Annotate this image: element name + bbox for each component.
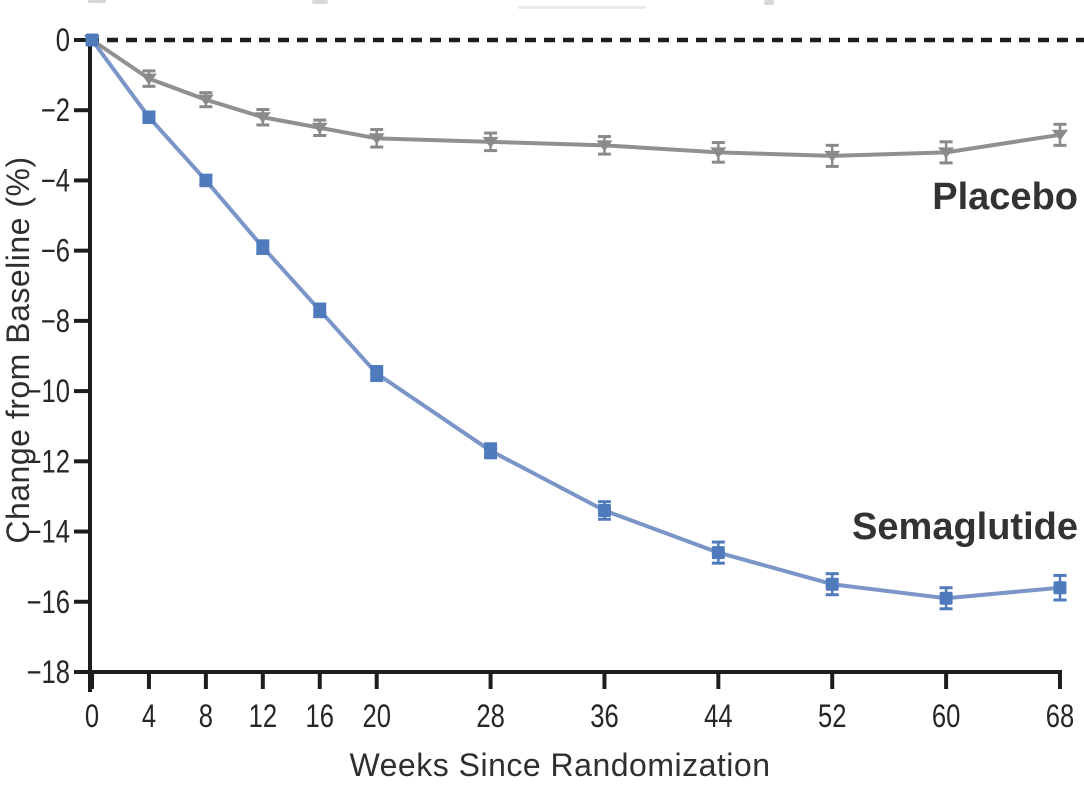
- data-point-marker-semaglutide: [85, 33, 99, 47]
- x-tick-label: 28: [476, 699, 504, 734]
- y-tick-label: −6: [41, 234, 70, 269]
- data-point-marker-placebo: [197, 94, 214, 106]
- x-axis-title: Weeks Since Randomization: [349, 747, 771, 783]
- cropped-title-artifact: [518, 6, 646, 9]
- data-point-marker-semaglutide: [313, 303, 327, 317]
- data-point-marker-placebo: [368, 133, 385, 145]
- semaglutide-series-label: Semaglutide: [852, 506, 1078, 548]
- y-tick-label: −2: [41, 94, 70, 129]
- x-tick-label: 36: [590, 699, 618, 734]
- x-tick-label: 44: [704, 699, 732, 734]
- cropped-title-artifact: [312, 0, 328, 4]
- series-line-semaglutide: [90, 38, 1061, 601]
- data-point-marker-semaglutide: [199, 173, 213, 187]
- x-tick-label: 68: [1046, 699, 1074, 734]
- data-point-marker-semaglutide: [1053, 581, 1067, 595]
- data-point-marker-semaglutide: [142, 110, 156, 124]
- x-tick-label: 16: [306, 699, 334, 734]
- cropped-title-artifact: [88, 0, 106, 3]
- y-tick-label: −12: [27, 445, 70, 480]
- y-tick-label: −16: [27, 585, 70, 620]
- data-point-marker-semaglutide: [370, 367, 384, 381]
- data-point-marker-placebo: [140, 73, 157, 85]
- data-point-marker-semaglutide: [597, 503, 611, 517]
- data-point-marker-placebo: [482, 136, 499, 148]
- x-tick-label: 60: [932, 699, 960, 734]
- x-tick-label: 4: [142, 699, 156, 734]
- y-tick-label: 0: [56, 23, 70, 58]
- data-point-marker-placebo: [938, 147, 955, 159]
- y-tick-label: −10: [27, 374, 70, 409]
- data-point-marker-semaglutide: [711, 546, 725, 560]
- series-line-placebo: [90, 38, 1061, 158]
- data-point-marker-placebo: [311, 122, 328, 134]
- data-point-marker-placebo: [710, 147, 727, 159]
- data-point-marker-semaglutide: [484, 444, 498, 458]
- x-tick-label: 20: [362, 699, 390, 734]
- data-point-marker-semaglutide: [939, 591, 953, 605]
- cropped-title-artifact: [764, 0, 774, 5]
- data-point-marker-placebo: [1051, 129, 1068, 141]
- data-point-marker-semaglutide: [256, 240, 270, 254]
- data-point-marker-placebo: [254, 112, 271, 124]
- data-point-marker-semaglutide: [825, 577, 839, 591]
- data-point-marker-placebo: [824, 150, 841, 162]
- placebo-series-label: Placebo: [932, 176, 1078, 218]
- y-tick-label: −14: [27, 515, 70, 550]
- x-tick-label: 8: [199, 699, 213, 734]
- y-tick-label: −4: [41, 164, 70, 199]
- data-point-marker-placebo: [596, 140, 613, 152]
- y-tick-label: −8: [41, 304, 70, 339]
- x-tick-label: 0: [85, 699, 99, 734]
- x-tick-label: 52: [818, 699, 846, 734]
- x-tick-label: 12: [249, 699, 277, 734]
- y-axis-title: Change from Baseline (%): [0, 156, 36, 544]
- y-tick-label: −18: [27, 655, 70, 690]
